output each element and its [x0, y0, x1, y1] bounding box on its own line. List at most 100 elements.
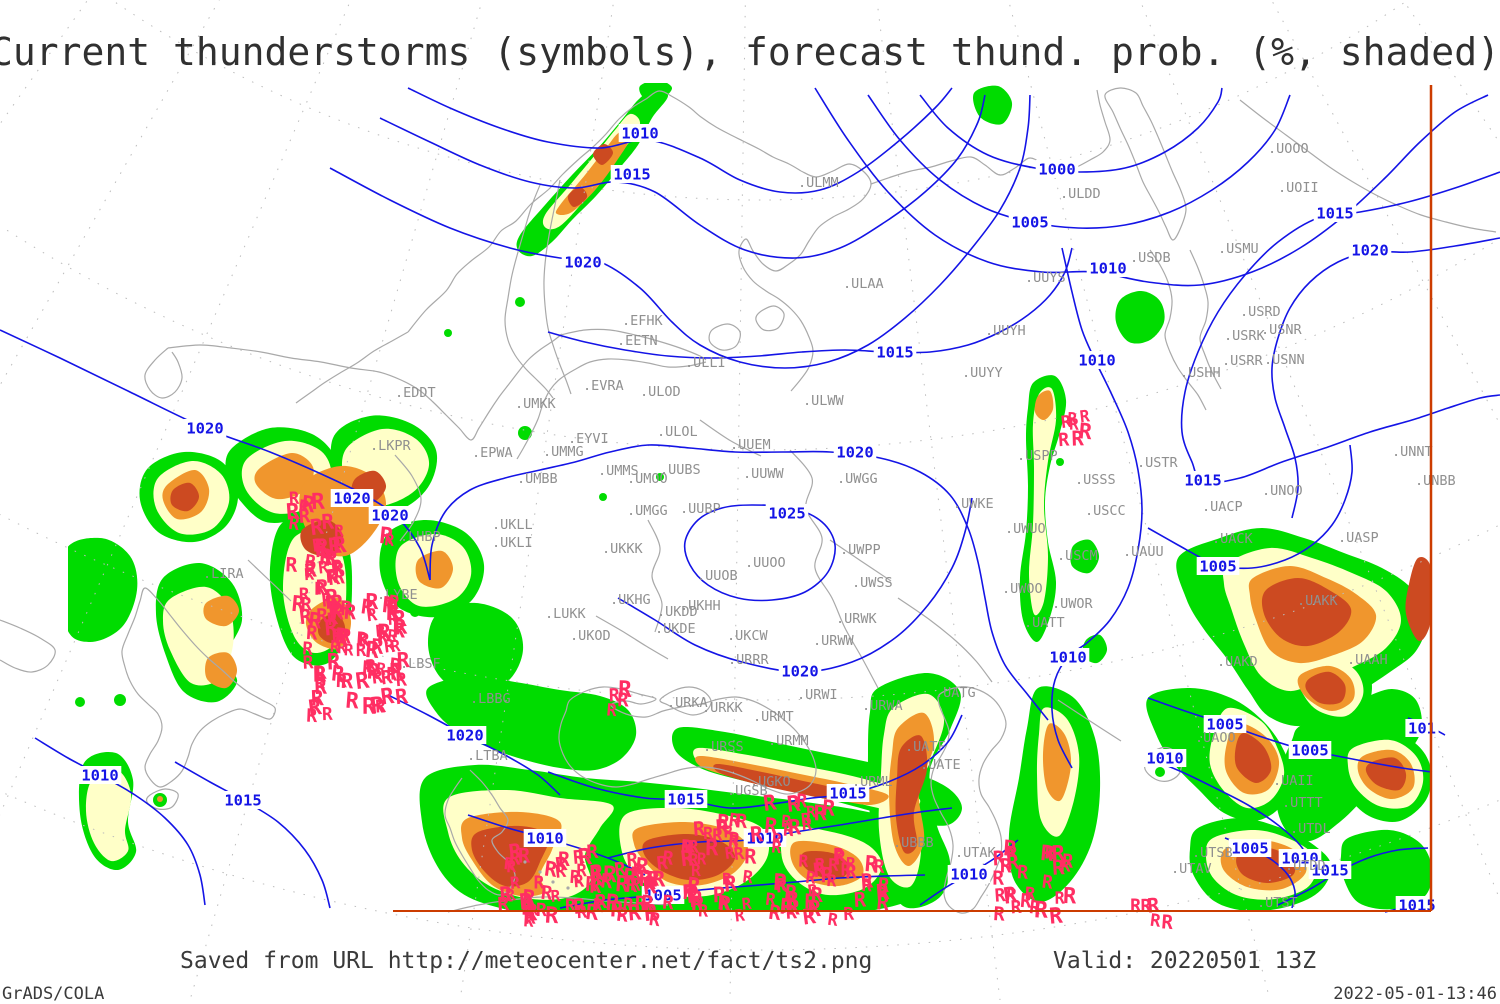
thunderstorm-symbol: R	[1024, 884, 1036, 905]
isobar-label: 1005	[1291, 742, 1328, 760]
station-label: .UUYH	[985, 323, 1026, 339]
thunderstorm-symbol: R	[377, 628, 389, 649]
thunderstorm-symbol: R	[381, 593, 397, 619]
thunderstorm-symbol: R	[343, 640, 354, 659]
thunderstorm-symbol: R	[383, 636, 397, 657]
thunderstorm-symbol: R	[787, 895, 800, 919]
thunderstorm-symbol: R	[853, 887, 867, 912]
isobar-label: 1010	[950, 866, 987, 884]
thunderstorm-symbol: R	[771, 830, 782, 850]
thunderstorm-symbol: R	[741, 894, 753, 914]
isobar-label: 1010	[1146, 750, 1183, 768]
station-label: .ULOL	[657, 424, 698, 440]
station-label: .UKDE	[655, 621, 696, 637]
thunderstorm-symbol: R	[798, 852, 810, 871]
thunderstorm-symbol: R	[864, 852, 880, 878]
thunderstorm-symbol: R	[337, 638, 347, 657]
thunderstorm-symbol: R	[324, 592, 337, 614]
isobar-label: 1010	[1089, 260, 1126, 278]
thunderstorm-symbol: R	[814, 801, 827, 826]
station-label: .URMM	[768, 733, 809, 749]
station-label: .UTAK	[955, 845, 997, 861]
station-label: .EVRA	[583, 378, 624, 394]
station-label: .UKDD	[657, 604, 698, 620]
thunderstorm-symbol: R	[1010, 897, 1022, 919]
thunderstorm-symbol: R	[387, 592, 402, 614]
station-label: .UAKK	[1297, 593, 1339, 609]
thunderstorm-symbol: R	[377, 620, 391, 646]
station-label: .UTDL	[1290, 821, 1331, 837]
thunderstorm-symbol: R	[340, 668, 354, 694]
thunderstorm-symbol: R	[385, 600, 401, 625]
thunderstorm-symbol: R	[1060, 857, 1071, 877]
thunderstorm-symbol: R	[365, 605, 379, 626]
station-label: .URWA	[862, 698, 903, 714]
thunderstorm-symbol: R	[780, 896, 793, 918]
thunderstorm-symbol: R	[744, 844, 758, 868]
station-label: .ULMM	[798, 175, 839, 191]
thunderstorm-symbol: R	[325, 566, 338, 588]
thunderstorm-symbol: R	[696, 849, 707, 868]
thunderstorm-symbol: R	[391, 606, 408, 633]
thunderstorm-symbol: R	[311, 536, 325, 557]
thunderstorm-symbol: R	[722, 869, 732, 888]
station-label: .ULOD	[640, 384, 681, 400]
thunderstorm-symbol: R	[804, 889, 818, 913]
isobar-labels-layer: 1010101510201020102010201000100510101015…	[78, 124, 1439, 915]
thunderstorm-symbol: R	[713, 883, 727, 908]
thunderstorm-symbol: R	[569, 867, 581, 889]
station-label: .LIRA	[203, 566, 244, 582]
thunderstorm-symbol: R	[806, 802, 817, 822]
thunderstorm-symbol: R	[306, 706, 319, 727]
thunderstorm-symbol: R	[358, 630, 370, 651]
thunderstorm-symbol: R	[544, 903, 559, 930]
station-label: .UUBS	[660, 462, 701, 478]
thunderstorm-symbol: R	[686, 884, 700, 908]
station-label: .UNOO	[1262, 483, 1303, 499]
thunderstorm-symbol: R	[518, 888, 534, 915]
thunderstorm-symbol: R	[647, 867, 660, 891]
thunderstorm-symbol: R	[507, 839, 523, 864]
thunderstorm-symbol: R	[1005, 885, 1018, 906]
thunderstorm-symbol: R	[573, 871, 586, 892]
isobar-label: 1010	[1049, 649, 1086, 667]
station-label: .UUOO	[745, 555, 786, 571]
thunderstorm-symbol: R	[820, 863, 833, 888]
station-label: .UACK	[1212, 531, 1254, 547]
station-label: .USRK	[1224, 328, 1266, 344]
station-label: .USNR	[1261, 322, 1303, 338]
thunderstorm-symbol: R	[388, 653, 404, 678]
thunderstorm-symbol: R	[840, 861, 851, 881]
thunderstorm-symbol: R	[875, 889, 890, 915]
thunderstorm-symbol: R	[558, 848, 570, 871]
thunderstorm-symbol: R	[365, 590, 379, 615]
thunderstorm-symbol: R	[807, 881, 819, 901]
station-labels-layer: .ULMM .ULAA .EFHK .EETN .ULLI .EVRA .ULOD .UMKK…	[203, 141, 1456, 911]
thunderstorm-symbol: R	[378, 523, 395, 550]
thunderstorm-symbol: R	[554, 862, 567, 883]
thunderstorm-symbol: R	[1079, 406, 1091, 426]
thunderstorm-symbol: R	[688, 838, 700, 859]
station-label: .UTTT	[1282, 795, 1323, 811]
station-label: .URML	[852, 774, 893, 790]
thunderstorm-symbol: R	[764, 890, 777, 911]
thunderstorm-symbol: R	[315, 575, 330, 600]
thunderstorm-symbol: R	[330, 661, 345, 687]
thunderstorm-symbol: R	[386, 626, 398, 646]
isobar-label: 1020	[1351, 242, 1388, 260]
thunderstorm-symbol: R	[572, 847, 586, 869]
thunderstorm-symbol: R	[509, 873, 522, 893]
thunderstorm-symbol: R	[305, 622, 318, 645]
thunderstorm-symbol: R	[371, 667, 385, 689]
thunderstorm-symbol: R	[591, 895, 604, 917]
station-label: .USSS	[1075, 472, 1116, 488]
thunderstorm-symbol: R	[314, 675, 328, 699]
thunderstorm-symbol: R	[1140, 896, 1151, 917]
thunderstorm-symbol: R	[354, 668, 371, 695]
thunderstorm-symbol: R	[804, 867, 818, 888]
thunderstorm-symbol: R	[522, 900, 538, 927]
station-label: .UWUO	[1005, 521, 1046, 537]
thunderstorm-symbol: R	[625, 872, 639, 897]
isobar-label: 1010	[746, 830, 783, 848]
